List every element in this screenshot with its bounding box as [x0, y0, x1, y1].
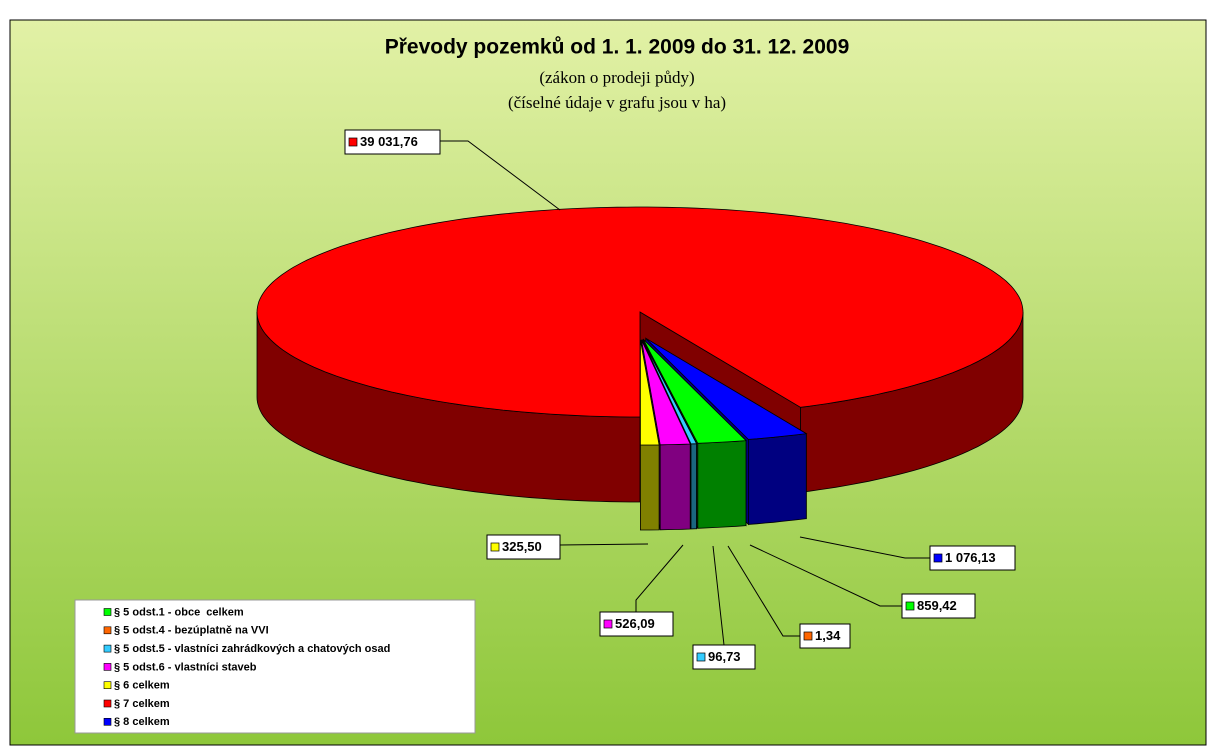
leader-line [712, 545, 725, 646]
chart-subtitle: (zákon o prodeji půdy) [539, 68, 694, 87]
legend-label: § 5 odst.1 - obce celkem [114, 606, 244, 618]
legend-items: § 5 odst.1 - obce celkem § 5 odst.4 - bez… [103, 606, 390, 728]
slice [256, 206, 1024, 418]
data-label: 1 076,13 [945, 550, 996, 565]
chart-title: Převody pozemků od 1. 1. 2009 do 31. 12.… [385, 36, 850, 59]
pie [256, 206, 1024, 531]
legend-swatch [103, 608, 112, 616]
slice [641, 339, 698, 445]
legend-swatch [103, 681, 112, 690]
label-swatch [933, 553, 943, 563]
label-swatch [490, 542, 500, 552]
slice [640, 339, 660, 446]
leader-line [440, 140, 561, 211]
legend-label: § 5 odst.5 - vlastníci zahrádkových a ch… [114, 643, 390, 655]
data-label: 859,42 [917, 598, 957, 613]
legend-swatch [103, 717, 112, 726]
legend-swatch [103, 699, 112, 708]
chart-subtitle: (číselné údaje v grafu jsou v ha) [508, 93, 726, 112]
legend-label: § 8 celkem [114, 716, 170, 728]
label-box [344, 129, 441, 155]
label-swatch [348, 137, 358, 147]
data-label: 1,34 [815, 628, 841, 643]
slice [643, 339, 747, 444]
leader-line [799, 536, 930, 559]
leader-line [635, 544, 684, 612]
legend [74, 599, 476, 734]
legend-label: § 7 celkem [114, 698, 170, 710]
data-labels: 859,42 1,34 96,73 526,09 325,50 39 031,76 1 07… [344, 129, 1016, 670]
slice [641, 339, 691, 446]
data-label: 96,73 [708, 649, 741, 664]
legend-label: § 6 celkem [114, 680, 170, 692]
label-swatch [696, 652, 706, 662]
label-box [929, 545, 1016, 571]
legend-swatch [103, 644, 112, 653]
label-swatch [603, 619, 613, 629]
slice-side [659, 443, 691, 531]
legend-label: § 5 odst.4 - bezúplatně na VVI [114, 625, 269, 637]
data-label: 325,50 [502, 539, 542, 554]
slice [645, 337, 808, 440]
legend-swatch [103, 626, 112, 635]
data-label: 39 031,76 [360, 134, 418, 149]
legend-swatch [103, 663, 112, 671]
label-swatch [905, 601, 915, 611]
leader-line [749, 544, 902, 607]
label-swatch [803, 631, 813, 641]
legend-label: § 5 odst.6 - vlastníci staveb [114, 661, 257, 673]
slice-side [697, 440, 747, 529]
leader-line [727, 545, 800, 637]
slice-side [748, 433, 807, 525]
slice-side [640, 444, 660, 531]
slice-side [690, 443, 697, 530]
leader-line [559, 543, 649, 546]
data-label: 526,09 [615, 616, 655, 631]
